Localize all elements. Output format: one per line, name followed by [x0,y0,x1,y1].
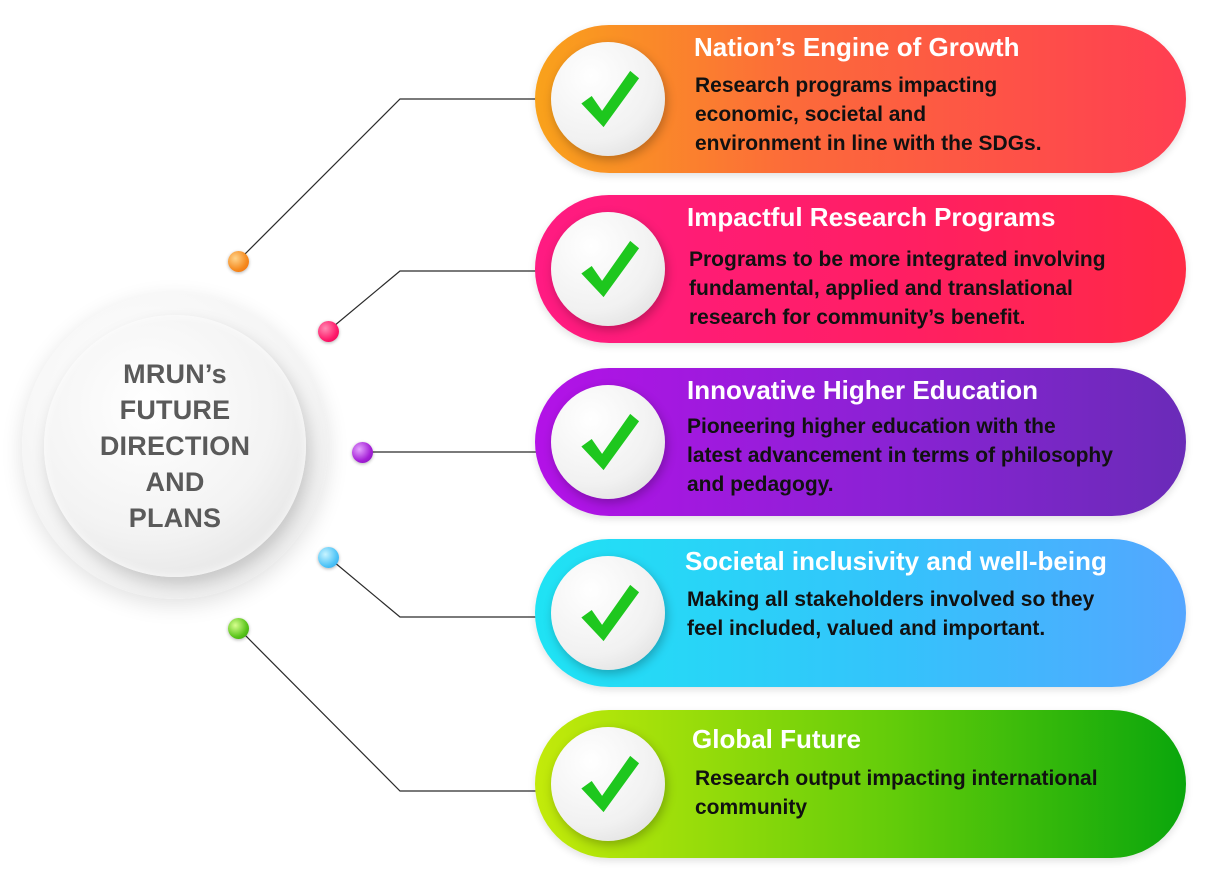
checkmark-badge [551,556,665,670]
hub-circle: MRUN’s FUTURE DIRECTION AND PLANS [44,315,306,577]
checkmark-badge [551,727,665,841]
connector-dot-1 [228,251,249,272]
connector-dot-3 [352,442,373,463]
item-description-line: latest advancement in terms of philosoph… [687,444,1113,467]
checkmark-icon [581,413,640,471]
checkmark-badge [551,385,665,499]
item-title: Societal inclusivity and well-being [685,546,1107,576]
item-title: Global Future [692,724,861,754]
item-description-line: research for community’s benefit. [689,306,1026,329]
item-description-line: Research programs impacting [695,74,998,97]
item-card-nation-growth: Nation’s Engine of Growth Research progr… [535,25,1186,173]
item-card-impactful-research: Impactful Research Programs Programs to … [535,195,1186,343]
item-description-line: Programs to be more integrated involving [689,248,1106,271]
hub-title-line: MRUN’s [123,359,227,389]
hub-title-line: DIRECTION [99,431,251,461]
item-description-line: environment in line with the SDGs. [695,132,1042,155]
connector-4 [327,556,540,618]
item-title: Nation’s Engine of Growth [694,32,1020,62]
item-card-innovative-education: Innovative Higher Education Pioneering h… [535,368,1186,516]
item-description-line: community [695,796,808,819]
hub-title-line: PLANS [128,503,222,533]
item-description-line: Research output impacting international [695,767,1098,790]
item-description-line: Making all stakeholders involved so they [687,588,1095,611]
item-description-line: and pedagogy. [687,473,834,496]
hub-title-line: FUTURE [119,395,231,425]
item-title: Innovative Higher Education [687,375,1039,405]
checkmark-icon [581,240,640,298]
connector-5 [237,627,540,792]
item-description-line: Pioneering higher education with the [687,415,1056,438]
connector-dot-5 [228,618,249,639]
item-card-societal-inclusivity: Societal inclusivity and well-being Maki… [535,539,1186,687]
item-description-line: economic, societal and [695,103,927,126]
item-description-line: fundamental, applied and translational [689,277,1073,300]
hub-title-line: AND [145,467,205,497]
item-card-global-future: Global Future Research output impacting … [535,710,1186,858]
item-title: Impactful Research Programs [687,202,1056,232]
checkmark-badge [551,42,665,156]
connector-2 [327,270,540,332]
connector-dot-2 [318,321,339,342]
checkmark-icon [581,70,640,128]
checkmark-badge [551,212,665,326]
item-description-line: feel included, valued and important. [687,617,1046,640]
connector-1 [237,98,540,262]
checkmark-icon [581,755,640,813]
connector-dot-4 [318,547,339,568]
checkmark-icon [581,584,640,642]
